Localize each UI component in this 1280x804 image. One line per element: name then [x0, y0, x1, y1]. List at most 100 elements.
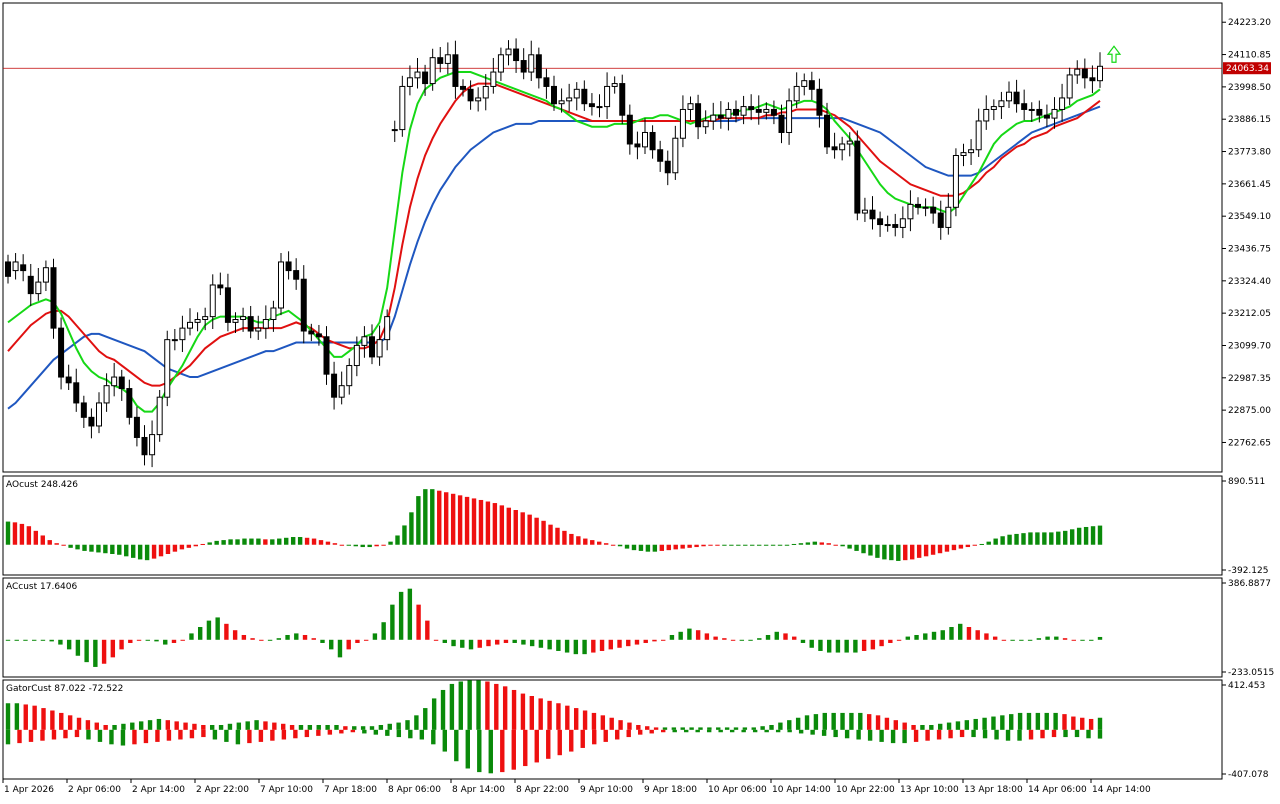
candle-body [846, 140, 853, 145]
gator-lower-bar [592, 729, 597, 745]
ao-histogram-bar [916, 544, 922, 558]
candle-body [892, 224, 899, 228]
ac-histogram-bar [914, 634, 919, 640]
gator-lower-bar [350, 729, 356, 733]
gator-upper-bar [405, 720, 410, 730]
ao-histogram-bar [896, 544, 901, 561]
gator-lower-bar [212, 729, 218, 740]
candle-body [573, 88, 580, 99]
gator-y-min-label: -407.078 [1228, 770, 1269, 780]
gator-upper-bar [414, 715, 419, 730]
ao-histogram-bar [464, 496, 470, 545]
candle-body [300, 278, 307, 332]
candle-body [399, 85, 406, 131]
candle-body [444, 54, 451, 64]
ac-histogram-bar [241, 634, 247, 640]
candle-body [824, 114, 830, 148]
ao-histogram-bar [1028, 532, 1033, 545]
gator-upper-bar [307, 724, 313, 730]
gator-lower-bar [500, 729, 505, 773]
ao-histogram-bar [770, 544, 776, 546]
gator-lower-bar [419, 729, 425, 740]
gator-upper-bar [485, 681, 490, 730]
gator-title: GatorCust 87.022 -72.522 [6, 684, 123, 694]
ac-histogram-bar [992, 636, 998, 640]
gator-lower-bar [787, 729, 792, 733]
candle-body [839, 143, 846, 151]
candle-body [156, 396, 163, 436]
gator-upper-bar [130, 722, 135, 730]
gator-upper-bar [209, 724, 215, 730]
gator-upper-bar [5, 703, 11, 730]
ao-histogram-bar [638, 544, 644, 551]
gator-upper-bar [50, 710, 55, 730]
gator-lower-bar [982, 729, 988, 739]
ao-histogram-bar [819, 542, 824, 545]
ao-histogram-bar [854, 544, 859, 551]
ac-histogram-bar [730, 639, 736, 641]
gator-upper-bar [467, 680, 472, 730]
gator-lower-bar [235, 729, 241, 745]
gator-upper-bar [440, 689, 446, 730]
gator-upper-bar [547, 700, 552, 730]
gator-lower-bar [523, 729, 528, 767]
candle-body [202, 316, 209, 321]
candle-body [649, 131, 656, 151]
ac-histogram-bar [888, 639, 893, 643]
gator-lower-bar [28, 729, 34, 742]
gator-lower-bar [40, 729, 45, 741]
candle-body [497, 54, 504, 73]
gator-upper-bar [449, 683, 455, 730]
gator-upper-bar [689, 727, 694, 730]
gator-upper-bar [920, 724, 925, 730]
ao-histogram-bar [729, 544, 734, 546]
candle-body [247, 316, 254, 332]
gator-upper-bar [343, 726, 348, 730]
ao-histogram-bar [492, 503, 498, 545]
gator-lower-bar [879, 729, 884, 742]
ao-histogram-bar [395, 535, 400, 545]
gator-lower-bar [224, 729, 229, 742]
gator-upper-bar [698, 727, 703, 730]
ao-histogram-bar [325, 541, 331, 545]
ao-histogram-bar [645, 544, 651, 552]
ao-histogram-bar [903, 544, 908, 561]
ac-histogram-bar [320, 639, 325, 643]
ao-histogram-bar [5, 521, 11, 545]
ao-histogram-bar [26, 526, 32, 545]
gator-lower-bar [603, 729, 608, 742]
ao-histogram-bar [680, 544, 685, 549]
ac-histogram-bar [250, 638, 255, 640]
gator-upper-bar [112, 724, 117, 730]
candle-body [384, 316, 391, 341]
gator-lower-bar [17, 729, 22, 744]
candle-body [1036, 108, 1043, 116]
candle-body [1097, 65, 1103, 82]
ao-histogram-bar [1097, 525, 1103, 545]
price-y-tick-label: 23436.75 [1228, 245, 1271, 255]
candle-body [42, 267, 49, 283]
ao-histogram-bar [1063, 530, 1068, 545]
gator-upper-bar [1035, 712, 1041, 730]
gator-upper-bar [14, 703, 20, 730]
ao-histogram-bar [117, 544, 122, 555]
gator-upper-bar [316, 724, 321, 730]
ac-histogram-bar [1001, 639, 1007, 641]
candle-body [285, 261, 292, 272]
price-y-tick-label: 23886.15 [1228, 115, 1271, 125]
candle-body [679, 108, 686, 139]
gator-lower-bar [327, 729, 333, 735]
gator-upper-bar [866, 714, 872, 730]
candle-body [96, 402, 102, 427]
ao-histogram-bar [715, 544, 720, 546]
candle-body [126, 388, 133, 418]
gator-lower-bar [729, 729, 735, 733]
ao-histogram-bar [1076, 527, 1082, 545]
gator-lower-bar [281, 729, 287, 740]
ao-histogram-bar [1035, 532, 1040, 545]
gator-upper-bar [369, 726, 375, 730]
ao-histogram-bar [736, 544, 741, 546]
ac-histogram-bar [398, 591, 404, 640]
gator-lower-bar [1051, 729, 1057, 738]
